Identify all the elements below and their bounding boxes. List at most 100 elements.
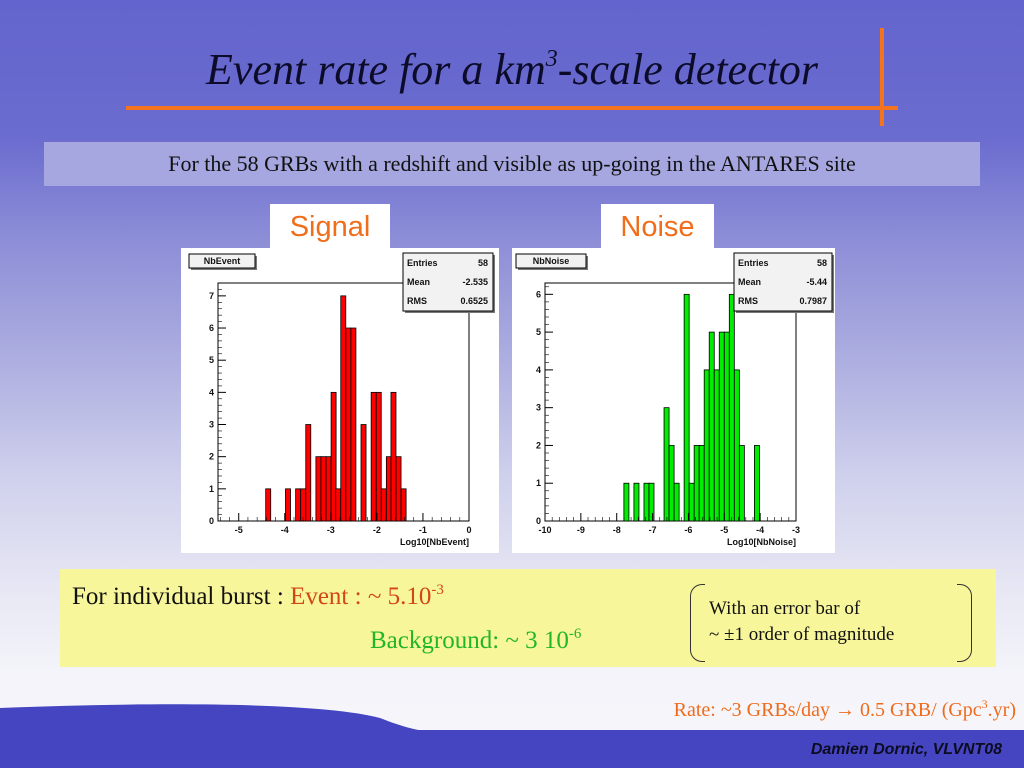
histogram-bar — [375, 391, 382, 522]
histogram-bar — [668, 445, 675, 522]
histogram-bar — [713, 369, 720, 522]
histogram-bar — [350, 327, 357, 522]
svg-text:-6: -6 — [684, 525, 692, 535]
slide-title: Event rate for a km3-scale detector — [0, 44, 1024, 95]
histogram-bar — [285, 488, 291, 522]
histogram-bar — [754, 445, 760, 522]
histogram-bar — [335, 488, 342, 522]
left-bracket — [690, 584, 705, 662]
signal-tag: Signal — [270, 204, 390, 250]
title-vertical-rule — [880, 28, 884, 126]
histogram-bar — [265, 488, 272, 522]
histogram-bar — [325, 456, 332, 522]
histogram-title-box: NbNoise — [515, 253, 588, 270]
svg-text:NbNoise: NbNoise — [533, 256, 570, 266]
histogram-bar — [320, 456, 327, 522]
svg-text:Log10[NbNoise]: Log10[NbNoise] — [727, 537, 796, 547]
svg-text:-8: -8 — [613, 525, 621, 535]
svg-text:2: 2 — [209, 452, 214, 462]
svg-text:-4: -4 — [281, 525, 289, 535]
svg-text:RMS: RMS — [738, 296, 758, 306]
histogram-bar — [718, 331, 725, 522]
rate-superscript: 3 — [981, 697, 988, 711]
subtitle-text: For the 58 GRBs with a redshift and visi… — [168, 151, 856, 176]
svg-text:Mean: Mean — [738, 277, 761, 287]
histogram-bar — [623, 482, 630, 522]
histogram-bar — [708, 331, 715, 522]
right-bracket — [957, 584, 972, 662]
histogram-bar — [400, 488, 407, 522]
histogram-bar — [633, 482, 640, 522]
noise-tag: Noise — [601, 204, 714, 250]
svg-text:Entries: Entries — [738, 258, 769, 268]
histogram-bar — [738, 445, 745, 522]
burst-prefix: For individual burst : — [72, 583, 291, 610]
svg-text:5: 5 — [536, 327, 541, 337]
histogram-bar — [683, 293, 690, 522]
title-text: Event rate for a km — [206, 45, 546, 94]
svg-text:-3: -3 — [327, 525, 335, 535]
svg-text:-5: -5 — [235, 525, 243, 535]
svg-text:4: 4 — [536, 365, 541, 375]
svg-text:-10: -10 — [538, 525, 551, 535]
note-line-2: ~ ±1 order of magnitude — [709, 624, 895, 645]
svg-text:Entries: Entries — [407, 258, 438, 268]
noise-histogram: 0 1 2 3 4 5 6 -10 -9 -8 -7 -6 -5 -4 -3 Log10[NbNoise] Nb… — [512, 248, 835, 553]
svg-text:-2: -2 — [373, 525, 381, 535]
svg-text:7: 7 — [209, 291, 214, 301]
histogram-bar — [733, 369, 740, 522]
svg-text:5: 5 — [209, 355, 214, 365]
noise-tag-label: Noise — [620, 210, 695, 243]
svg-text:3: 3 — [536, 403, 541, 413]
histogram-bar — [370, 391, 377, 522]
event-rate-exponent: -3 — [431, 582, 444, 598]
rate-text-end: .yr) — [987, 699, 1016, 721]
author-credit: Damien Dornic, VLVNT08 — [810, 741, 1002, 758]
histogram-bar — [295, 488, 302, 522]
histogram-bar — [305, 424, 312, 522]
result-box: For individual burst : Event : ~ 5.10-3 … — [60, 569, 996, 667]
svg-text:58: 58 — [817, 258, 827, 268]
histogram-bar — [688, 482, 695, 522]
svg-text:-7: -7 — [649, 525, 657, 535]
footer-band — [0, 730, 1024, 768]
svg-text:3: 3 — [209, 420, 214, 430]
histogram-bar — [395, 456, 402, 522]
histogram-title-box: NbEvent — [188, 253, 257, 270]
svg-text:0.7987: 0.7987 — [799, 296, 827, 306]
rate-note: Rate: ~3 GRBs/day → 0.5 GRB/ (Gpc3.yr) — [674, 697, 1016, 722]
histogram-bar — [643, 482, 650, 522]
svg-text:-3: -3 — [792, 525, 800, 535]
title-underline — [126, 106, 898, 110]
svg-text:Log10[NbEvent]: Log10[NbEvent] — [400, 537, 469, 547]
histogram-bar — [345, 327, 352, 522]
title-superscript: 3 — [545, 46, 558, 72]
subtitle-banner: For the 58 GRBs with a redshift and visi… — [44, 142, 980, 186]
svg-text:0: 0 — [536, 516, 541, 526]
svg-text:NbEvent: NbEvent — [204, 256, 241, 266]
histogram-bar — [390, 391, 397, 522]
histogram-bar — [673, 482, 680, 522]
signal-histogram: 0 1 2 3 4 5 6 7 -5 -4 -3 -2 -1 0 Log10[NbEvent] NbEvent… — [181, 248, 499, 553]
background-rate-value: Background: ~ 3 10 — [370, 627, 569, 654]
svg-text:-2.535: -2.535 — [462, 277, 488, 287]
signal-tag-label: Signal — [289, 210, 371, 243]
svg-text:-5.44: -5.44 — [806, 277, 827, 287]
histogram-bar — [360, 424, 367, 522]
histogram-stats-box: Entries 58 Mean -5.44 RMS 0.7987 — [733, 252, 834, 313]
svg-text:-4: -4 — [756, 525, 764, 535]
svg-text:RMS: RMS — [407, 296, 427, 306]
noise-histogram-plot: 0 1 2 3 4 5 6 -10 -9 -8 -7 -6 -5 -4 -3 Log10[NbNoise] Nb… — [515, 252, 834, 547]
histogram-bar — [380, 488, 387, 522]
svg-text:1: 1 — [536, 478, 541, 488]
histogram-bar — [723, 331, 730, 522]
histogram-bar — [648, 482, 655, 522]
svg-text:0: 0 — [466, 525, 471, 535]
histogram-bar — [693, 445, 700, 522]
svg-text:-5: -5 — [720, 525, 728, 535]
event-rate: Event : ~ 5.10-3 — [290, 582, 444, 611]
histogram-bar — [340, 295, 347, 522]
note-line-1: With an error bar of — [709, 598, 861, 619]
svg-text:Mean: Mean — [407, 277, 430, 287]
svg-text:4: 4 — [209, 387, 214, 397]
